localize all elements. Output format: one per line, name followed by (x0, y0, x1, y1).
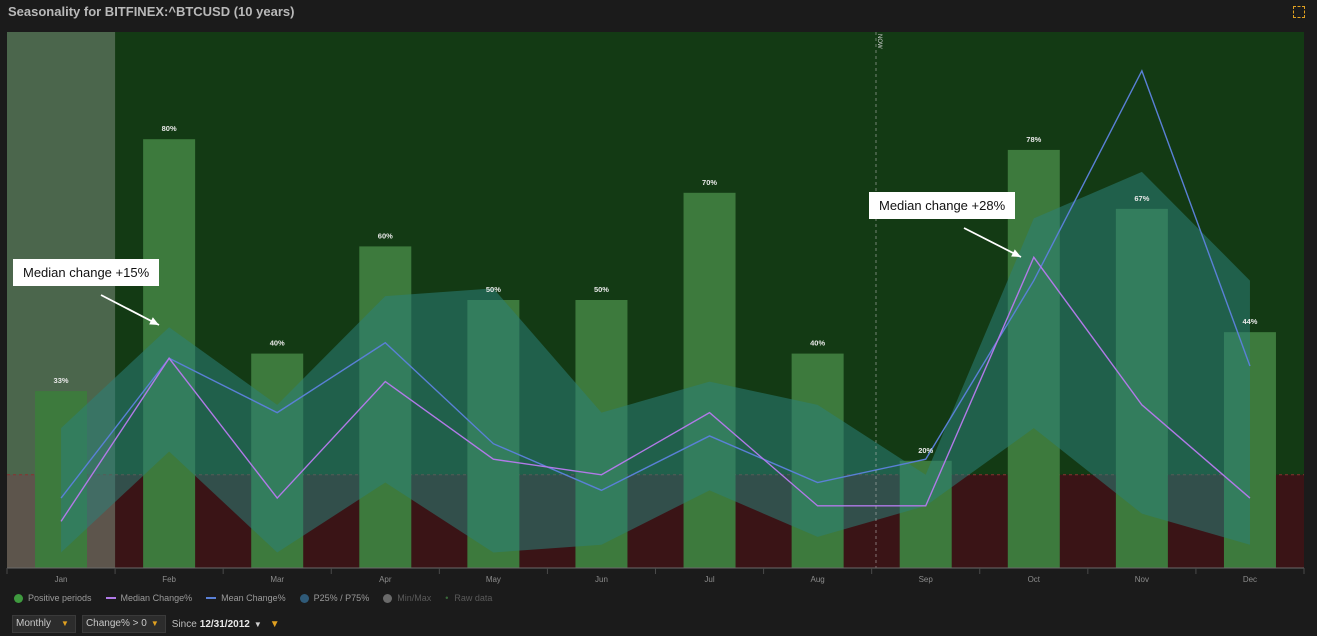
bar-jul (683, 192, 736, 569)
bar-label-dec: 44% (1242, 317, 1257, 326)
annotation-median-feb: Median change +15% (13, 259, 160, 286)
chevron-down-icon: ▼ (150, 619, 159, 628)
arrow-head (149, 317, 159, 325)
filter-icon[interactable]: ▼ (269, 618, 280, 630)
bar-label-aug: 40% (810, 339, 825, 348)
bar-label-jun: 50% (594, 285, 609, 294)
bar-label-feb: 80% (162, 124, 177, 133)
bar-label-jul: 70% (702, 178, 717, 187)
annotation-median-oct: Median change +28% (869, 192, 1016, 219)
legend-median-change[interactable]: Median Change% (105, 593, 192, 603)
chevron-down-icon[interactable]: ▼ (253, 619, 262, 629)
since-label: Since (171, 618, 197, 630)
x-tick-label-mar: Mar (270, 575, 284, 584)
x-tick-label-apr: Apr (379, 575, 392, 584)
chevron-down-icon: ▼ (61, 619, 69, 628)
legend-positive-periods[interactable]: Positive periods (14, 593, 92, 603)
annotation-arrow-feb (100, 294, 160, 326)
x-tick-label-jun: Jun (595, 575, 608, 584)
x-tick-label-dec: Dec (1243, 575, 1257, 584)
chart-controls: Monthly ▼ Change% > 0 ▼ Since 12/31/2012… (12, 615, 280, 633)
x-tick-label-jul: Jul (704, 575, 714, 584)
x-tick-label-feb: Feb (162, 575, 176, 584)
arrow-shaft (100, 294, 160, 326)
percentile-band (61, 171, 1250, 553)
bar-label-mar: 40% (270, 339, 285, 348)
legend-mean-change[interactable]: Mean Change% (206, 593, 286, 603)
raw-dot-icon: • (445, 593, 449, 603)
x-tick-label-aug: Aug (811, 575, 825, 584)
bar-label-nov: 67% (1134, 194, 1149, 203)
arrow-shaft (963, 227, 1022, 258)
x-tick-label-nov: Nov (1135, 575, 1149, 584)
change-filter-select[interactable]: Change% > 0 ▼ (81, 615, 166, 633)
expand-icon[interactable] (1293, 6, 1305, 18)
now-label: NOW (876, 34, 882, 49)
legend-percentiles[interactable]: P25% / P75% (299, 593, 369, 603)
bar-label-oct: 78% (1026, 135, 1041, 144)
positive-dot-icon (14, 593, 23, 603)
x-tick-label-jan: Jan (55, 575, 68, 584)
legend-minmax[interactable]: Min/Max (383, 593, 431, 603)
period-select[interactable]: Monthly ▼ (12, 615, 76, 633)
mean-change-line (60, 69, 1251, 499)
since-date[interactable]: 12/31/2012 (199, 618, 250, 630)
chart-legend: Positive periods Median Change% Mean Cha… (14, 591, 506, 605)
mean-line-icon (206, 597, 217, 599)
annotation-arrow-oct (963, 227, 1022, 258)
median-line-icon (105, 597, 116, 599)
bar-label-sep: 20% (918, 446, 933, 455)
arrow-head (1011, 249, 1021, 257)
x-tick-label-may: May (486, 575, 501, 584)
bar-label-apr: 60% (378, 231, 393, 240)
minmax-dot-icon (383, 593, 393, 603)
median-change-line (60, 255, 1251, 522)
x-tick-label-oct: Oct (1028, 575, 1041, 584)
percentile-dot-icon (299, 593, 309, 603)
bar-label-may: 50% (486, 285, 501, 294)
legend-raw-data[interactable]: • Raw data (445, 593, 493, 603)
bar-label-jan: 33% (54, 376, 69, 385)
x-tick-label-sep: Sep (919, 575, 934, 584)
chart-title: Seasonality for BITFINEX:^BTCUSD (10 yea… (8, 4, 295, 19)
